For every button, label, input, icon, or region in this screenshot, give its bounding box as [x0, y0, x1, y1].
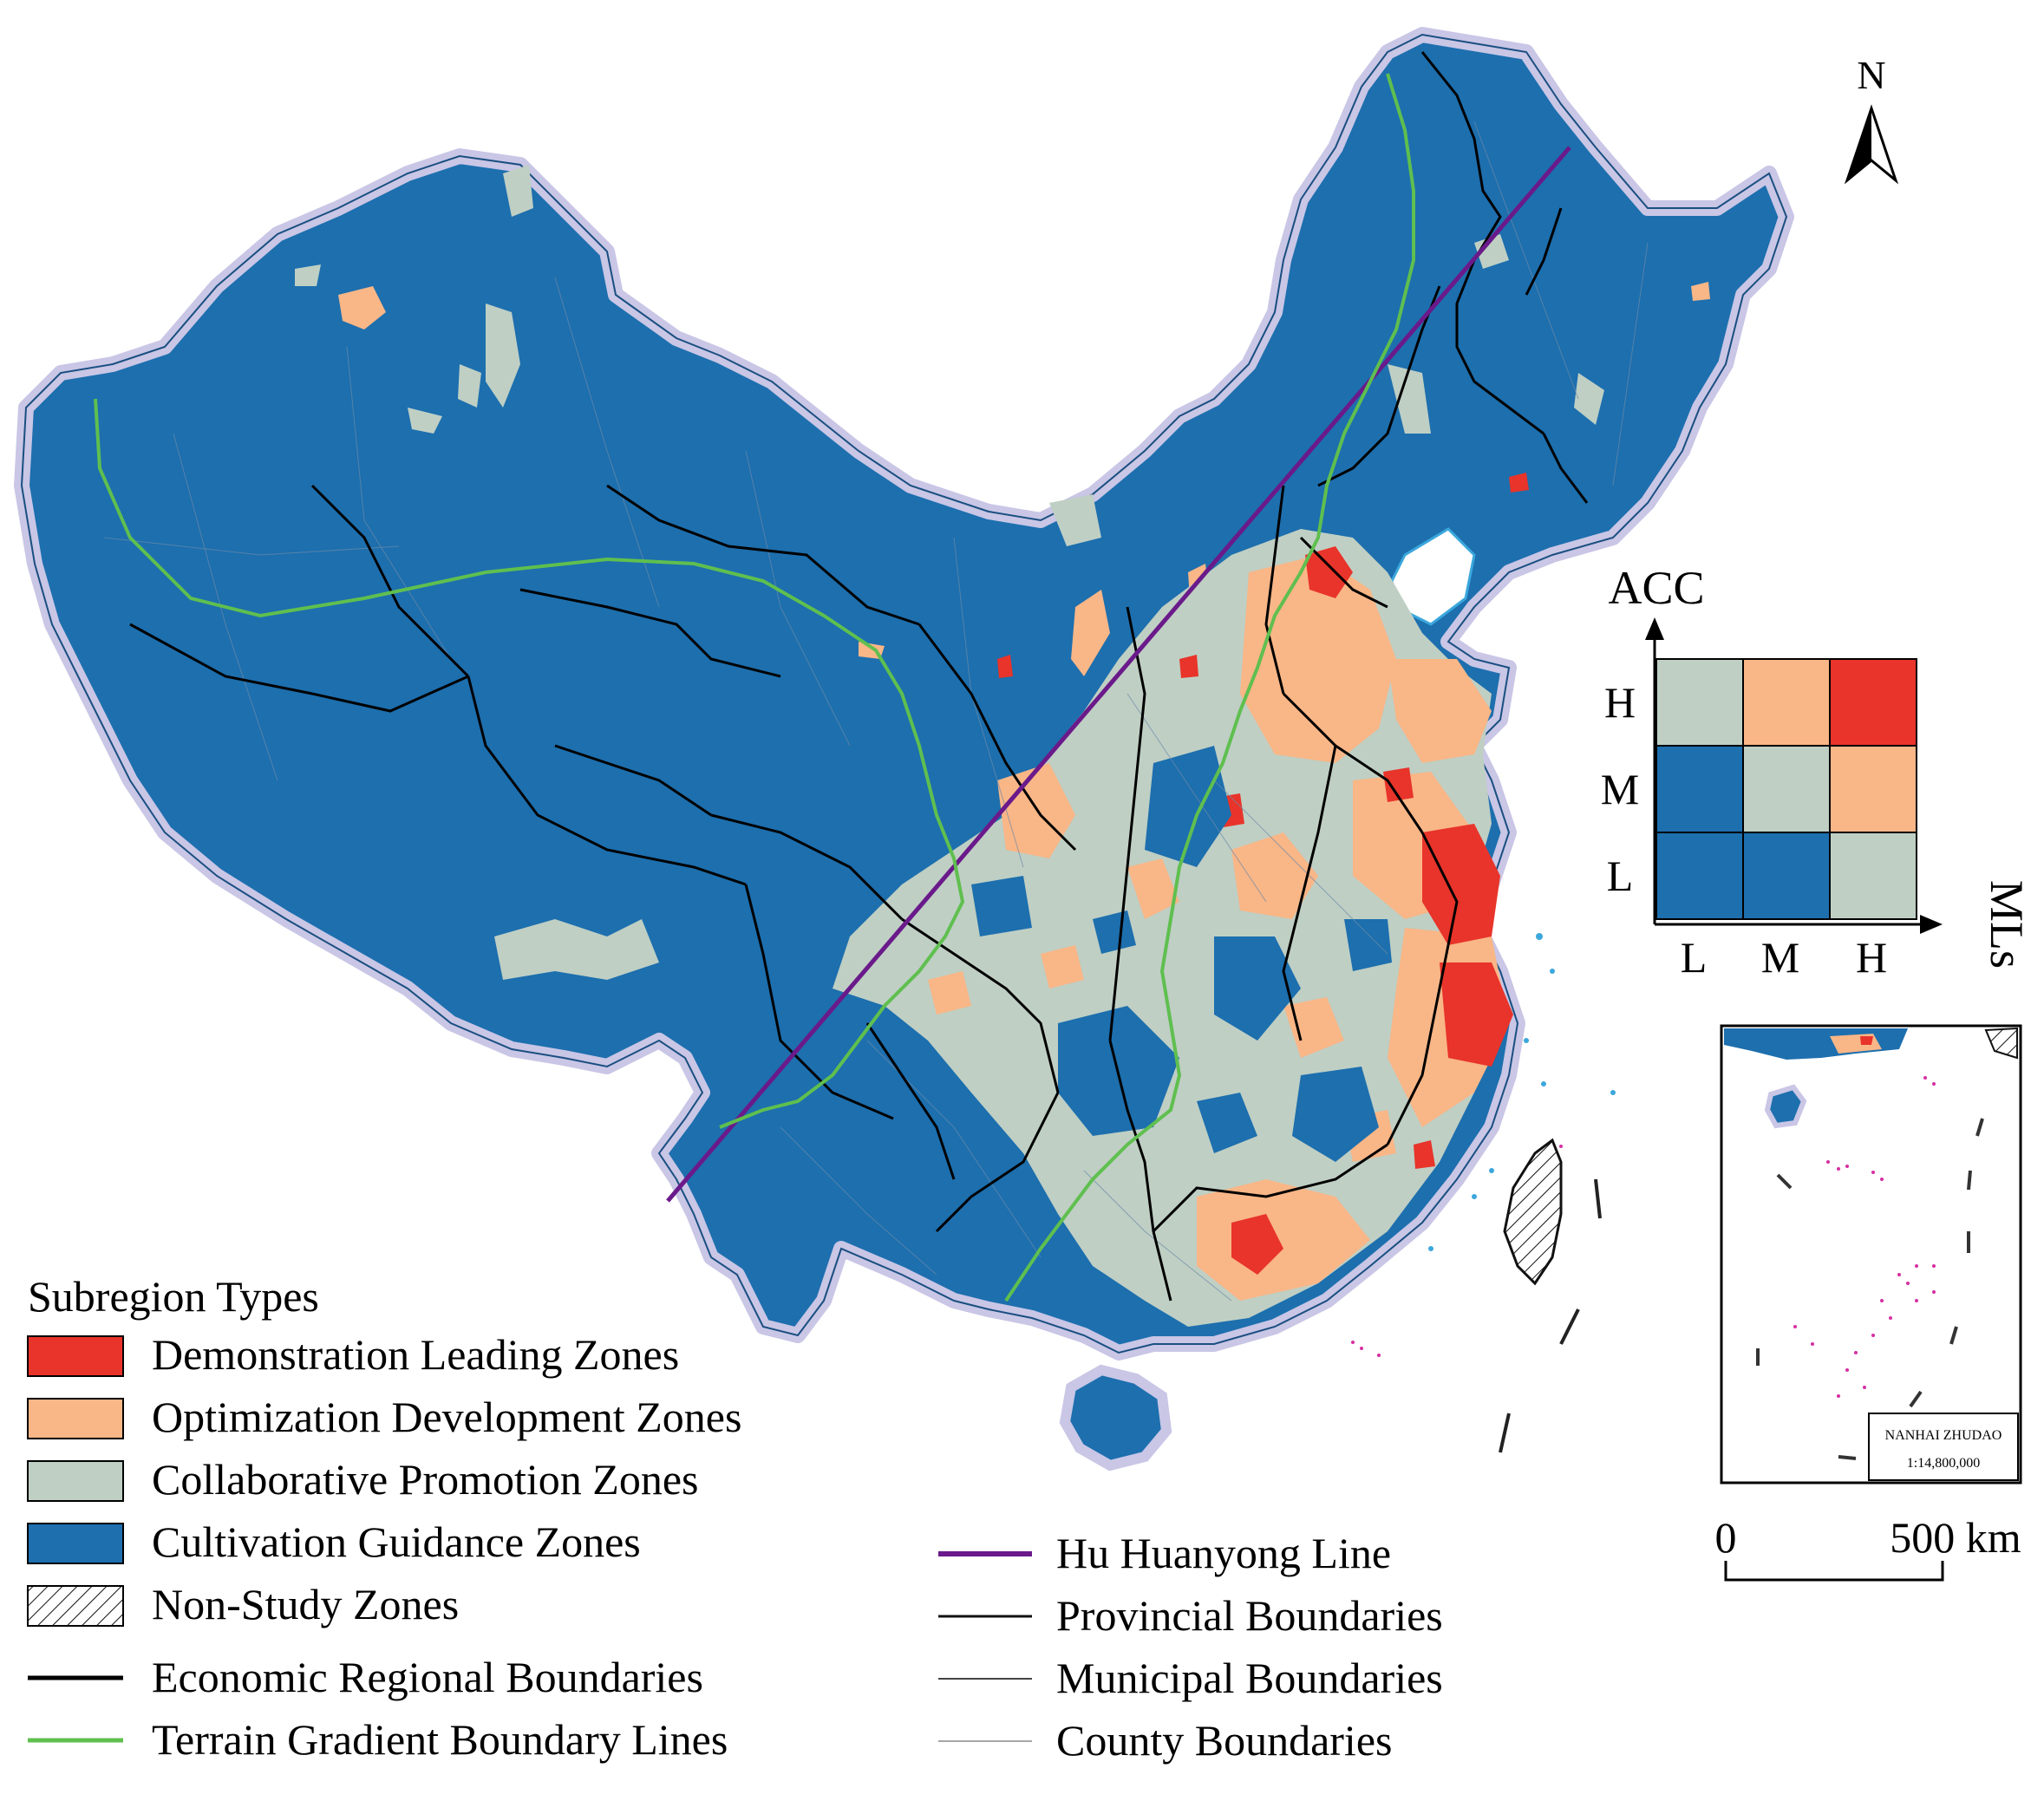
legend-label-optim: Optimization Development Zones	[152, 1393, 741, 1441]
legend-line-items-left: Economic Regional Boundaries Terrain Grad…	[28, 1653, 728, 1764]
legend-title: Subregion Types	[28, 1272, 319, 1321]
matrix-cell-1-1	[1742, 745, 1831, 833]
demonstration-patches	[997, 473, 1529, 1275]
legend-label-cultiv: Cultivation Guidance Zones	[152, 1517, 641, 1566]
hu-huanyong-line	[666, 146, 1571, 1203]
scale-start-label: 0	[1715, 1513, 1737, 1562]
matrix-cell-0-0	[1655, 658, 1744, 747]
row-label-m: M	[1601, 765, 1639, 813]
legend: Subregion Types Demonstration Leading Zo…	[27, 1272, 1443, 1765]
legend-swatch-demo	[27, 1335, 124, 1377]
inset-scale: 1:14,800,000	[1907, 1456, 1980, 1471]
legend-zone-items: Demonstration Leading Zones Optimization …	[27, 1330, 741, 1628]
legend-label-terrain: Terrain Gradient Boundary Lines	[152, 1715, 728, 1764]
south-china-sea-inset: NANHAI ZHUDAO 1:14,800,000	[1720, 1024, 2022, 1485]
row-label-h: H	[1604, 678, 1636, 727]
matrix-cell-1-2	[1829, 745, 1917, 833]
inset-title: NANHAI ZHUDAO	[1885, 1428, 2002, 1443]
matrix-y-label: ACC	[1608, 562, 1704, 614]
legend-label-demo: Demonstration Leading Zones	[152, 1330, 679, 1379]
cultivation-patches-east	[971, 746, 1392, 1162]
taiwan-non-study	[1503, 1138, 1563, 1286]
matrix-cells	[1655, 658, 1917, 920]
legend-label-collab: Collaborative Promotion Zones	[152, 1455, 698, 1504]
hainan-island	[1059, 1364, 1172, 1471]
legend-label-nonstudy: Non-Study Zones	[152, 1580, 459, 1628]
matrix-cell-2-1	[1742, 832, 1831, 920]
matrix-cell-0-2	[1829, 658, 1917, 747]
legend-label-provincial: Provincial Boundaries	[1056, 1591, 1443, 1640]
collaborative-patches-west	[295, 165, 1604, 980]
legend-label-county: County Boundaries	[1056, 1716, 1392, 1765]
matrix-cell-2-0	[1655, 832, 1744, 920]
north-arrow: N	[1844, 53, 1899, 185]
row-label-l: L	[1607, 852, 1634, 900]
dashed-sea-boundaries	[1499, 1178, 1602, 1453]
y-axis-arrow-icon	[1645, 617, 1664, 640]
legend-swatch-nonstudy	[27, 1585, 124, 1627]
north-label: N	[1857, 53, 1885, 97]
col-label-m: M	[1761, 933, 1799, 982]
provincial-boundaries	[129, 51, 1589, 1302]
legend-swatch-cultiv	[27, 1523, 124, 1564]
legend-label-economic: Economic Regional Boundaries	[152, 1653, 703, 1701]
matrix-cell-2-2	[1829, 832, 1917, 920]
terrain-gradient-lines	[94, 73, 1415, 1302]
legend-label-municipal: Municipal Boundaries	[1056, 1654, 1443, 1702]
col-label-l: L	[1681, 933, 1708, 982]
matrix-cell-1-0	[1655, 745, 1744, 833]
legend-swatch-optim	[27, 1398, 124, 1439]
china-map	[14, 27, 1794, 1471]
coastline-islands	[1428, 933, 1616, 1251]
bivariate-legend: ACC MLs H M L L M H	[1601, 562, 2033, 982]
inset-hainan	[1764, 1084, 1807, 1129]
legend-line-items-right: Hu Huanyong Line Provincial Boundaries Mun…	[938, 1529, 1443, 1765]
sea-islets	[1351, 1145, 1563, 1357]
scale-end-label: 500 km	[1890, 1513, 2021, 1562]
china-outline	[14, 27, 1794, 1361]
legend-label-hu: Hu Huanyong Line	[1056, 1529, 1391, 1577]
legend-swatch-collab	[27, 1460, 124, 1502]
scale-bar: 0 500 km	[1715, 1513, 2021, 1582]
col-label-h: H	[1856, 933, 1887, 982]
matrix-x-label: MLs	[1981, 880, 2033, 969]
x-axis-arrow-icon	[1920, 915, 1943, 934]
matrix-cell-0-1	[1742, 658, 1831, 747]
